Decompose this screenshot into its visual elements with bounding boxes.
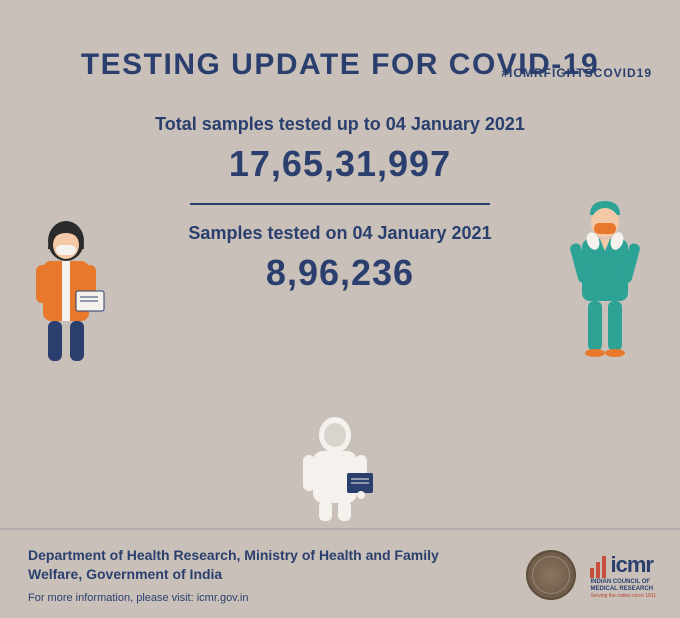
icmr-sub1: INDIAN COUNCIL OF <box>590 579 650 585</box>
govt-emblem-icon <box>526 550 576 600</box>
doctor-female-icon <box>18 213 128 363</box>
footer-department: Department of Health Research, Ministry … <box>28 546 448 584</box>
total-tested-label: Total samples tested up to 04 January 20… <box>0 114 680 135</box>
total-tested-value: 17,65,31,997 <box>0 143 680 185</box>
divider-line <box>190 203 490 205</box>
footer: Department of Health Research, Ministry … <box>0 528 680 618</box>
icmr-sub2: MEDICAL RESEARCH <box>590 586 653 592</box>
ppe-worker-icon <box>285 413 395 523</box>
surgeon-icon <box>550 193 660 358</box>
logo-group: icmr INDIAN COUNCIL OF MEDICAL RESEARCH … <box>526 550 656 600</box>
icmr-logo-text: icmr <box>610 552 652 578</box>
icmr-logo: icmr INDIAN COUNCIL OF MEDICAL RESEARCH … <box>590 552 656 599</box>
hashtag-text: #ICMRFIGHTSCOVID19 <box>501 66 652 80</box>
icmr-tagline: Serving the nation since 1911 <box>590 593 656 599</box>
